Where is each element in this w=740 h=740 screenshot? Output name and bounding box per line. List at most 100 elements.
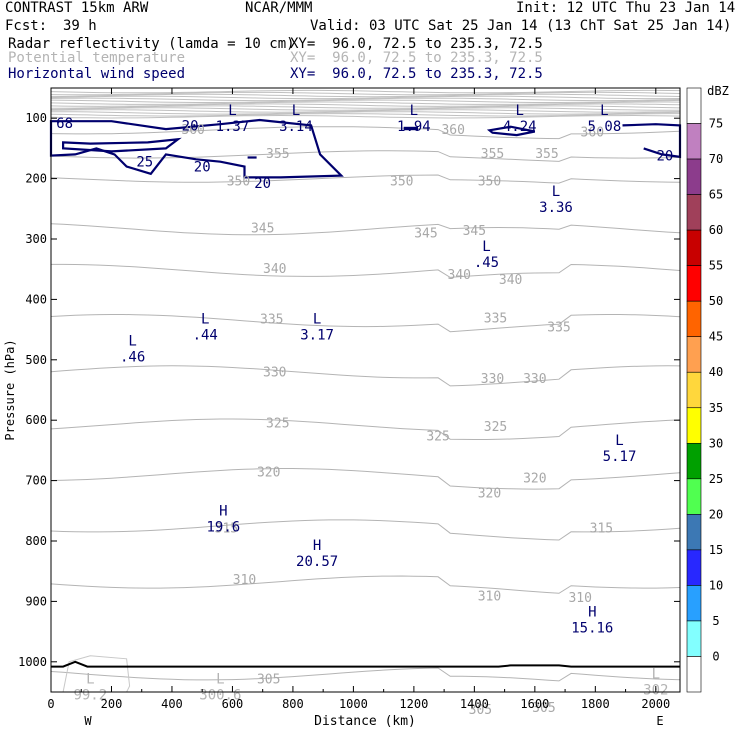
theta-contour-upper — [50, 93, 681, 98]
reflectivity-surface-contour — [51, 660, 680, 668]
wind-label: 20 — [182, 118, 199, 134]
field-theta-xy: XY= 96.0, 72.5 to 235.3, 72.5 — [290, 50, 543, 66]
x-tick-label: 1400 — [460, 697, 489, 711]
y-tick-label: 300 — [25, 232, 47, 246]
theta-contour-upper — [50, 109, 681, 113]
high-marker: H — [219, 504, 227, 520]
theta-label: 320 — [478, 487, 501, 502]
plot-frame — [50, 87, 681, 693]
theta-contour-upper — [50, 95, 681, 100]
low-value: 3.14 — [279, 119, 313, 135]
low-marker: L — [615, 433, 623, 449]
low-marker: L — [201, 312, 209, 328]
colorbar-swatch — [686, 514, 702, 551]
colorbar-swatch — [686, 371, 702, 409]
colorbar-label: 70 — [709, 152, 723, 166]
colorbar-swatch — [686, 407, 702, 444]
low-value: .46 — [120, 349, 145, 365]
theta-label: 350 — [478, 174, 501, 189]
high-value: 15.16 — [571, 621, 613, 637]
colorbar-unit: dBZ — [707, 84, 729, 98]
x-tick-label: 1600 — [520, 697, 549, 711]
theta-contour-335 — [50, 314, 681, 333]
colorbar-swatch — [686, 585, 702, 622]
theta-contour-330 — [50, 365, 681, 387]
y-tick-label: 100 — [25, 111, 47, 125]
colorbar-swatch — [686, 194, 702, 231]
theta-contour-355 — [50, 150, 681, 162]
low-marker: L — [600, 103, 608, 119]
colorbar-label: 65 — [709, 188, 723, 202]
theta-label: 355 — [266, 147, 289, 162]
x-tick-label: 1000 — [339, 697, 368, 711]
low-value: 3.36 — [539, 200, 573, 216]
x-tick-label: 400 — [161, 697, 183, 711]
theta-label: 305 — [532, 701, 555, 716]
theta-contour-upper — [50, 99, 681, 103]
theta-label: 305 — [257, 673, 280, 688]
low-marker: L — [86, 672, 94, 688]
theta-label: 340 — [448, 268, 471, 283]
low-value: .45 — [474, 255, 499, 271]
low-marker: L — [652, 667, 660, 683]
y-tick-label: 800 — [25, 534, 47, 548]
theta-label: 310 — [233, 573, 256, 588]
theta-label: 315 — [590, 522, 613, 537]
low-marker: L — [128, 333, 136, 349]
y-tick-label: 400 — [25, 292, 47, 306]
colorbar-label: 50 — [709, 294, 723, 308]
x-tick-label: 2000 — [641, 697, 670, 711]
theta-label: 315 — [215, 522, 238, 537]
colorbar-swatch — [686, 549, 702, 586]
theta-contour-upper — [51, 111, 681, 115]
theta-label: 325 — [426, 429, 449, 444]
high-marker: H — [588, 605, 596, 621]
wind-label: 20 — [656, 149, 673, 165]
header-title-center: NCAR/MMM — [245, 0, 313, 16]
theta-label: 345 — [251, 222, 274, 237]
theta-label: 335 — [484, 312, 507, 327]
y-tick-label: 500 — [25, 353, 47, 367]
theta-label: 335 — [260, 313, 283, 328]
low-value: 3.17 — [300, 328, 334, 344]
low-value: 1.94 — [397, 119, 431, 135]
low-marker: L — [313, 312, 321, 328]
theta-contour-upper — [50, 101, 681, 105]
theta-label: 310 — [478, 589, 501, 604]
header-fcst-label: Fcst: — [5, 18, 48, 34]
low-value: 5.08 — [588, 119, 622, 135]
low-marker: L — [482, 239, 490, 255]
x-tick-label: 600 — [222, 697, 244, 711]
y-axis-label: Pressure (hPa) — [3, 339, 17, 440]
field-reflectivity-xy: XY= 96.0, 72.5 to 235.3, 72.5 — [290, 36, 543, 52]
colorbar-swatch — [686, 656, 702, 693]
theta-label: 330 — [523, 372, 546, 387]
colorbar-swatch — [686, 300, 702, 338]
theta-contour-340 — [51, 263, 681, 278]
theta-label: 360 — [181, 123, 204, 138]
theta-contour-upper — [50, 89, 681, 94]
header-fcst-value: 39 h — [63, 18, 97, 34]
colorbar-label: 30 — [709, 436, 723, 450]
high-value: 20.57 — [296, 554, 338, 570]
x-tick-label: 1800 — [581, 697, 610, 711]
theta-contour-325 — [50, 418, 681, 440]
theta-closed-contour — [62, 655, 131, 693]
theta-label: 325 — [266, 417, 289, 432]
colorbar-swatch — [686, 87, 702, 124]
colorbar-label: 25 — [709, 472, 723, 486]
colorbar-label: 35 — [709, 401, 723, 415]
theta-label: 345 — [414, 226, 437, 241]
wind-edge-label: 68 — [56, 116, 73, 132]
colorbar-swatch — [686, 158, 702, 195]
y-tick-label: 200 — [25, 172, 47, 186]
high-marker: H — [313, 538, 321, 554]
theta-label: 335 — [547, 321, 570, 336]
colorbar-swatch — [686, 336, 702, 373]
x-tick-label: 800 — [282, 697, 304, 711]
y-tick-label: 900 — [25, 594, 47, 608]
high-value: 19.6 — [207, 520, 241, 536]
low-value: .44 — [193, 328, 218, 344]
colorbar-label: 40 — [709, 365, 723, 379]
